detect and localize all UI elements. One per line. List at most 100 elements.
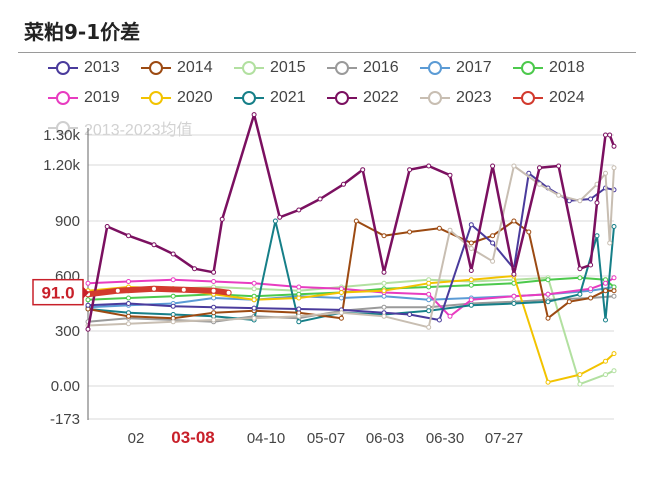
- data-point: [219, 216, 225, 222]
- data-point: [170, 251, 176, 257]
- data-point: [317, 196, 323, 202]
- data-point: [468, 240, 474, 246]
- legend-label: 2013: [84, 59, 120, 76]
- data-point: [381, 269, 387, 275]
- legend-item[interactable]: 2021: [234, 88, 306, 108]
- data-point: [607, 132, 613, 138]
- legend-item[interactable]: 2024: [513, 88, 585, 108]
- series-line-2024: [85, 285, 232, 298]
- legend-marker-icon: [513, 61, 543, 75]
- series-lines: [85, 112, 617, 387]
- data-point: [577, 198, 583, 204]
- data-point: [511, 301, 517, 306]
- legend-item[interactable]: 2018: [513, 58, 585, 78]
- data-point: [114, 287, 121, 294]
- legend-label: 2022: [363, 89, 399, 106]
- data-point: [251, 112, 257, 118]
- data-point: [251, 280, 257, 286]
- data-point: [447, 172, 453, 178]
- data-point: [426, 297, 432, 303]
- data-point: [577, 291, 583, 297]
- legend-item[interactable]: 2022: [327, 88, 399, 108]
- legend-marker-icon: [327, 61, 357, 75]
- legend-item[interactable]: 2019: [48, 88, 120, 108]
- data-point: [611, 288, 617, 294]
- legend-marker-icon: [141, 61, 171, 75]
- data-point: [577, 381, 583, 387]
- data-point: [611, 224, 617, 229]
- legend-item[interactable]: 2013: [48, 58, 120, 78]
- data-point: [211, 310, 217, 316]
- data-point: [436, 317, 442, 323]
- data-point: [447, 313, 453, 319]
- data-point: [556, 163, 562, 169]
- x-tick-label: 02: [128, 430, 145, 447]
- data-point: [436, 225, 442, 231]
- chart-title: 菜粕9-1价差: [24, 20, 141, 44]
- data-point: [85, 302, 91, 308]
- data-point: [526, 170, 532, 176]
- data-point: [126, 233, 131, 239]
- legend-item[interactable]: 2016: [327, 58, 399, 78]
- legend-item[interactable]: 2020: [141, 88, 213, 108]
- y-tick-label: 300: [55, 323, 80, 340]
- data-point: [603, 280, 608, 286]
- data-point: [468, 277, 474, 283]
- data-point: [296, 313, 302, 319]
- data-point: [603, 372, 608, 378]
- data-point: [577, 372, 583, 378]
- data-point: [210, 287, 217, 294]
- series-line-2016: [87, 295, 615, 323]
- y-tick-label: 900: [55, 213, 80, 230]
- data-point: [381, 313, 387, 319]
- data-point: [537, 165, 542, 171]
- data-point: [85, 297, 91, 303]
- legend-marker-icon: [513, 91, 543, 105]
- y-tick-label: 1.20k: [43, 157, 80, 174]
- legend-item[interactable]: 2017: [420, 58, 492, 78]
- data-point: [211, 279, 217, 284]
- series-points-2019: [85, 275, 617, 319]
- data-point: [251, 286, 257, 292]
- data-point: [468, 302, 474, 308]
- data-point: [381, 233, 387, 239]
- legend-label: 2021: [270, 89, 306, 106]
- data-point: [426, 163, 432, 169]
- title-divider: [18, 52, 636, 53]
- series-points-2013: [85, 170, 617, 323]
- legend-marker-icon: [234, 91, 264, 105]
- legend-item[interactable]: 2023: [420, 88, 492, 108]
- legend-item[interactable]: 2014: [141, 58, 213, 78]
- data-point: [588, 286, 594, 292]
- y-tick-label: -173: [50, 411, 80, 428]
- x-tick-label: 07-27: [485, 430, 523, 447]
- data-point: [607, 240, 613, 246]
- legend-label: 2024: [549, 89, 585, 106]
- legend-marker-icon: [420, 61, 450, 75]
- data-point: [594, 200, 600, 206]
- data-point: [85, 280, 91, 286]
- legend-marker-icon: [48, 91, 78, 105]
- data-point: [407, 167, 413, 173]
- data-point: [603, 288, 608, 294]
- data-point: [407, 312, 413, 317]
- data-point: [170, 293, 176, 299]
- data-point: [426, 308, 432, 314]
- legend-marker-icon: [234, 61, 264, 75]
- data-point: [126, 279, 131, 284]
- data-point: [277, 214, 283, 220]
- data-point: [611, 275, 617, 281]
- data-point: [611, 165, 617, 171]
- legend-label: 2023: [456, 89, 492, 106]
- value-badge: 91.0: [32, 278, 89, 306]
- data-point: [296, 284, 302, 290]
- legend-marker-icon: [327, 91, 357, 105]
- series-line-2023: [87, 165, 615, 329]
- series-points-2022: [85, 112, 617, 332]
- data-point: [251, 315, 257, 321]
- data-point: [85, 326, 91, 332]
- data-point: [104, 224, 110, 229]
- series-line-2014: [87, 220, 615, 320]
- legend-item[interactable]: 2015: [234, 58, 306, 78]
